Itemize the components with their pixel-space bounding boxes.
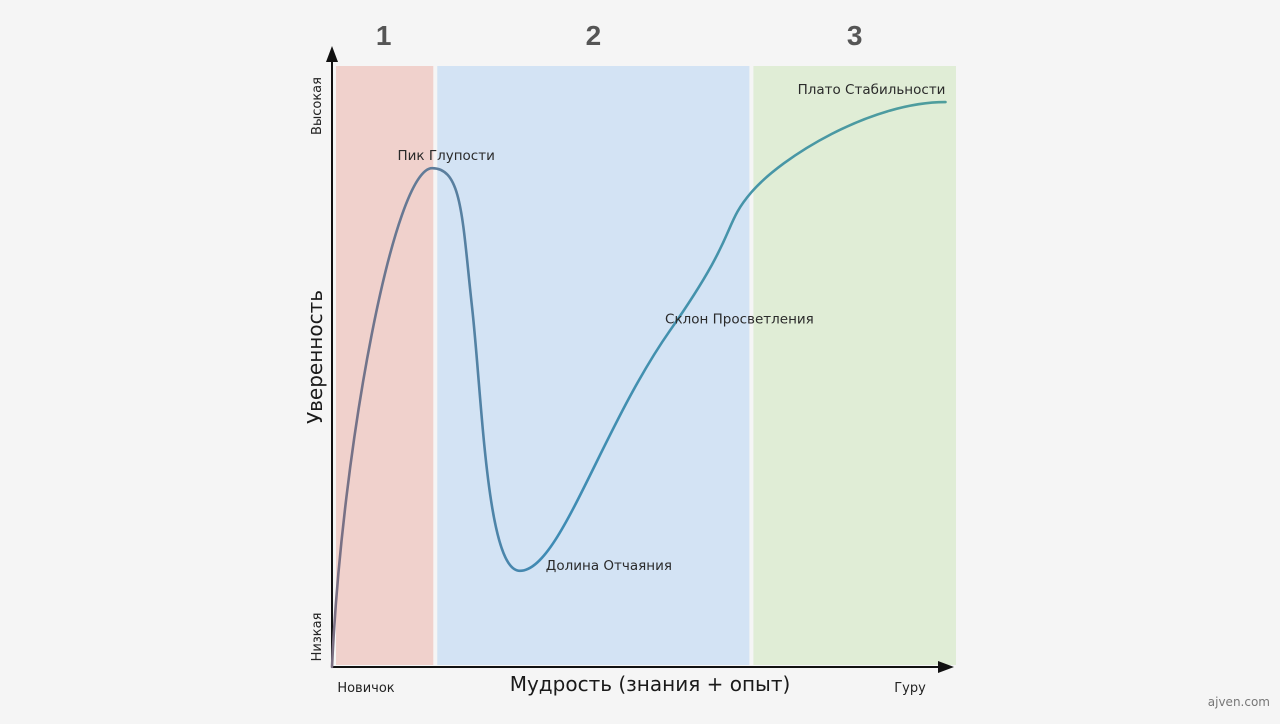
zone-labels-layer: 1 2 3 [376,20,863,51]
annotation-4: Плато Стабильности [798,82,946,98]
zone-2-label: 2 [586,20,602,51]
confidence-curve [330,100,947,669]
y-axis-arrow [326,46,338,62]
watermark: ajven.com [1208,695,1270,709]
zone-1-band [336,66,434,665]
x-axis-label: Мудрость (знания + опыт) [510,672,791,696]
zone-3-label: 3 [847,20,863,51]
zone-1-label: 1 [376,20,392,51]
x-tick-end: Гуру [894,681,926,696]
annotation-1: Пик Глупости [397,148,494,164]
axes [326,46,954,673]
y-tick-low: Низкая [310,613,325,662]
y-axis-label: Уверенность [303,290,327,424]
zone-3-band [753,66,956,665]
zones-layer [336,66,956,665]
zone-2-band [437,66,750,665]
annotation-2: Долина Отчаяния [546,558,672,574]
annotation-3: Склон Просветления [665,311,814,327]
x-tick-start: Новичок [337,681,394,696]
annotations-layer: Пик Глупости Долина Отчаяния Склон Просвет… [397,82,945,574]
x-axis-arrow [938,661,954,673]
y-tick-high: Высокая [310,77,325,135]
